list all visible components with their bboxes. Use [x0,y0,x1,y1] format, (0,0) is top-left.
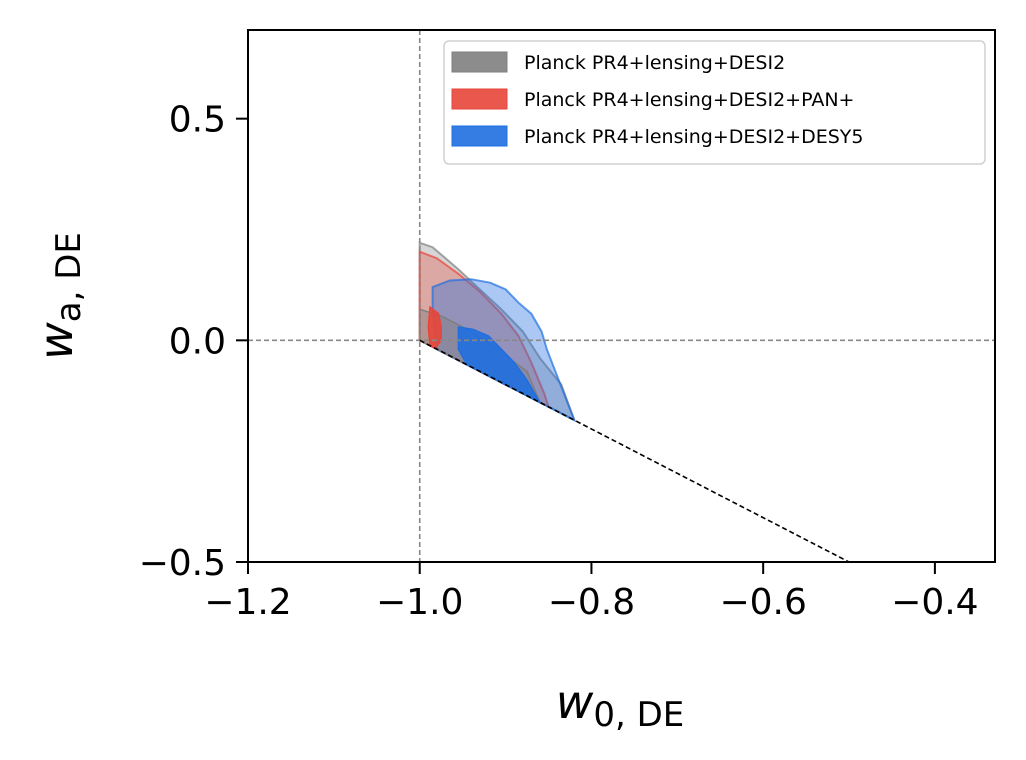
x-tick-label: −0.8 [548,582,635,623]
reference-lines [248,30,995,562]
x-axis-label-main: w [556,675,594,729]
legend-label-planck-pr4-lensing-desi2-desy5: Planck PR4+lensing+DESI2+DESY5 [524,126,864,148]
y-tick-label: 0.0 [169,321,226,362]
legend-swatch-planck-pr4-lensing-desi2-pan [451,88,508,110]
y-axis-ticks: −0.5 0.0 0.5 [139,100,248,584]
legend-swatch-planck-pr4-lensing-desi2 [451,51,508,73]
x-axis-label: w0, DE [556,675,685,735]
contour-planck-pr4-lensing-desi2-pan-inner-region [427,305,442,350]
y-axis-label: wa, DE [29,232,89,360]
legend-swatch-planck-pr4-lensing-desi2-desy5 [451,125,508,147]
legend-box [443,40,986,165]
x-tick-label: −0.6 [719,582,806,623]
legend-label-planck-pr4-lensing-desi2: Planck PR4+lensing+DESI2 [524,52,785,74]
legend-label-planck-pr4-lensing-desi2-pan: Planck PR4+lensing+DESI2+PAN+ [524,89,854,111]
reference-line-diagonal [419,339,850,562]
x-tick-label: −1.2 [204,582,291,623]
x-axis-label-sub: 0, DE [593,695,684,735]
contour-layer [418,241,577,423]
plot-frame [247,29,996,563]
x-tick-label: −1.0 [376,582,463,623]
x-tick-label: −0.4 [891,582,978,623]
y-tick-label: 0.5 [169,100,226,141]
y-axis-label-sub: a, DE [49,232,89,322]
y-tick-label: −0.5 [139,543,226,584]
contour-planck-pr4-lensing-desi2-desy5-inner-region [457,326,542,405]
legend: Planck PR4+lensing+DESI2 Planck PR4+lensi… [443,40,986,165]
x-axis-ticks: −1.2 −1.0 −0.8 −0.6 −0.4 [204,562,979,623]
y-axis-label-main: w [29,322,83,360]
